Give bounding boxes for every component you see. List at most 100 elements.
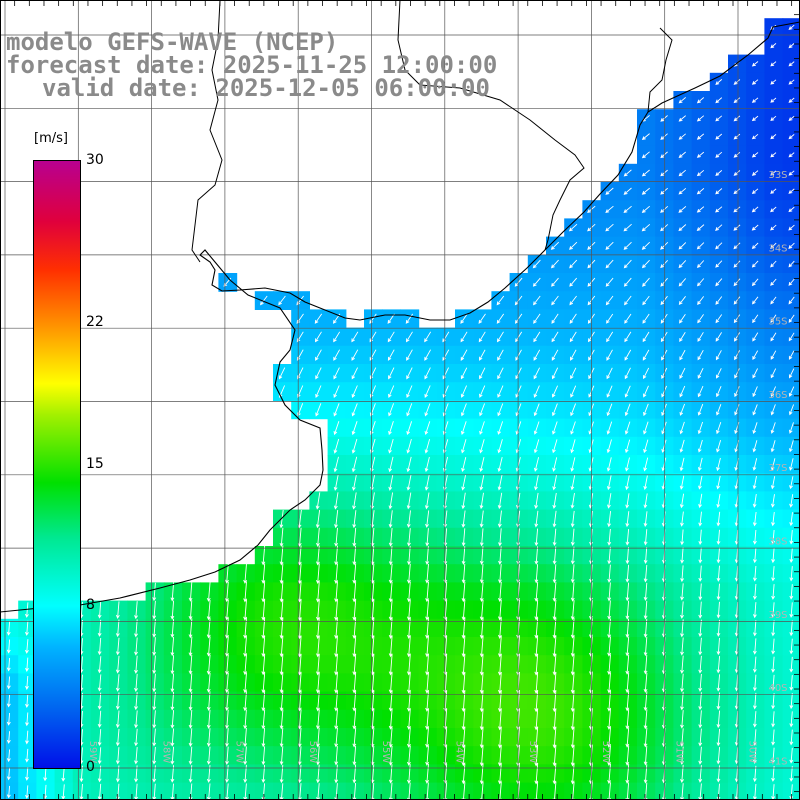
latitude-label: 39S bbox=[768, 610, 787, 621]
wind-arrow bbox=[552, 421, 558, 435]
latitude-label: 40S bbox=[768, 683, 787, 694]
wind-arrow bbox=[607, 546, 612, 565]
wind-arrow bbox=[605, 277, 614, 287]
wind-arrow bbox=[770, 476, 776, 490]
wind-arrow bbox=[479, 510, 484, 528]
wind-arrow bbox=[752, 296, 759, 305]
wind-arrow bbox=[641, 259, 650, 269]
wind-arrow bbox=[225, 746, 229, 765]
wind-arrow bbox=[697, 296, 705, 305]
wind-arrow bbox=[716, 511, 721, 527]
wind-arrow bbox=[751, 242, 759, 250]
wind-arrow bbox=[261, 654, 266, 676]
wind-arrow bbox=[406, 385, 413, 398]
wind-arrow bbox=[751, 133, 759, 140]
wind-arrow bbox=[678, 133, 686, 140]
wind-arrow bbox=[388, 385, 395, 398]
wind-arrow bbox=[607, 582, 612, 602]
wind-arrow bbox=[406, 727, 411, 748]
wind-arrow bbox=[479, 403, 486, 417]
wind-arrow bbox=[606, 439, 612, 454]
wind-arrow bbox=[388, 782, 393, 800]
wind-arrow bbox=[224, 654, 229, 676]
wind-arrow bbox=[698, 565, 703, 582]
wind-arrow bbox=[315, 709, 320, 730]
wind-arrow bbox=[424, 421, 431, 435]
wind-arrow bbox=[479, 546, 484, 565]
wind-arrow bbox=[625, 511, 630, 528]
longitude-label: 59W bbox=[87, 741, 98, 764]
wind-arrow bbox=[697, 403, 704, 416]
wind-arrow bbox=[698, 475, 703, 490]
wind-arrow bbox=[333, 474, 339, 491]
wind-arrow bbox=[680, 655, 684, 674]
wind-arrow bbox=[534, 581, 539, 602]
wind-arrow bbox=[461, 581, 466, 603]
wind-arrow bbox=[406, 367, 413, 380]
wind-arrow bbox=[352, 709, 357, 730]
wind-arrow bbox=[625, 582, 630, 602]
wind-arrow bbox=[406, 421, 413, 435]
wind-arrow bbox=[514, 295, 523, 306]
wind-arrow bbox=[643, 654, 648, 675]
wind-arrow bbox=[461, 528, 466, 547]
wind-arrow bbox=[334, 746, 339, 766]
wind-arrow bbox=[771, 620, 776, 637]
wind-arrow bbox=[715, 224, 723, 231]
wind-arrow bbox=[752, 350, 759, 361]
wind-arrow bbox=[643, 475, 648, 491]
wind-arrow bbox=[751, 260, 759, 268]
wind-arrow bbox=[479, 385, 486, 398]
wind-arrow bbox=[698, 710, 703, 729]
wind-arrow bbox=[261, 727, 266, 748]
wind-arrow bbox=[461, 492, 466, 510]
wind-arrow bbox=[388, 745, 393, 766]
wind-arrow bbox=[643, 403, 649, 417]
wind-arrow bbox=[297, 563, 302, 585]
wind-arrow bbox=[606, 457, 612, 472]
wind-arrow bbox=[206, 600, 211, 621]
wind-arrow bbox=[6, 749, 11, 763]
wind-arrow bbox=[406, 708, 411, 730]
wind-arrow bbox=[115, 710, 120, 729]
wind-arrow bbox=[461, 763, 466, 785]
wind-arrow bbox=[533, 349, 541, 361]
wind-arrow bbox=[552, 546, 557, 565]
border-line bbox=[647, 27, 673, 113]
wind-arrow bbox=[660, 151, 668, 159]
wind-arrow bbox=[734, 350, 740, 361]
wind-arrow bbox=[679, 367, 686, 379]
wind-arrow bbox=[315, 563, 320, 585]
wind-arrow bbox=[570, 510, 575, 528]
wind-arrow bbox=[716, 439, 722, 453]
wind-arrow bbox=[696, 97, 705, 104]
wind-arrow bbox=[6, 639, 11, 654]
wind-arrow bbox=[752, 565, 757, 582]
wind-arrow bbox=[25, 712, 29, 727]
wind-arrow bbox=[170, 655, 175, 675]
wind-arrow bbox=[460, 349, 468, 361]
wind-arrow bbox=[24, 639, 29, 654]
wind-arrow bbox=[734, 583, 739, 601]
wind-arrow bbox=[678, 151, 686, 158]
coastline bbox=[0, 0, 800, 613]
wind-arrow bbox=[188, 673, 193, 693]
wind-arrow bbox=[533, 439, 540, 454]
wind-arrow bbox=[25, 694, 29, 709]
wind-arrow bbox=[752, 332, 759, 342]
wind-arrow bbox=[224, 599, 229, 621]
wind-arrow bbox=[97, 601, 102, 619]
wind-arrow bbox=[425, 745, 430, 766]
wind-arrow bbox=[698, 673, 703, 692]
wind-arrow bbox=[352, 690, 357, 712]
wind-arrow bbox=[388, 690, 393, 712]
wind-arrow bbox=[570, 439, 576, 454]
wind-arrow bbox=[698, 601, 703, 619]
wind-arrow bbox=[643, 745, 648, 766]
wind-arrow bbox=[570, 564, 575, 584]
wind-arrow bbox=[733, 314, 741, 324]
wind-arrow bbox=[697, 385, 704, 398]
longitude-label: 52W bbox=[600, 741, 611, 764]
wind-arrow bbox=[643, 493, 648, 509]
wind-arrow bbox=[534, 546, 539, 565]
